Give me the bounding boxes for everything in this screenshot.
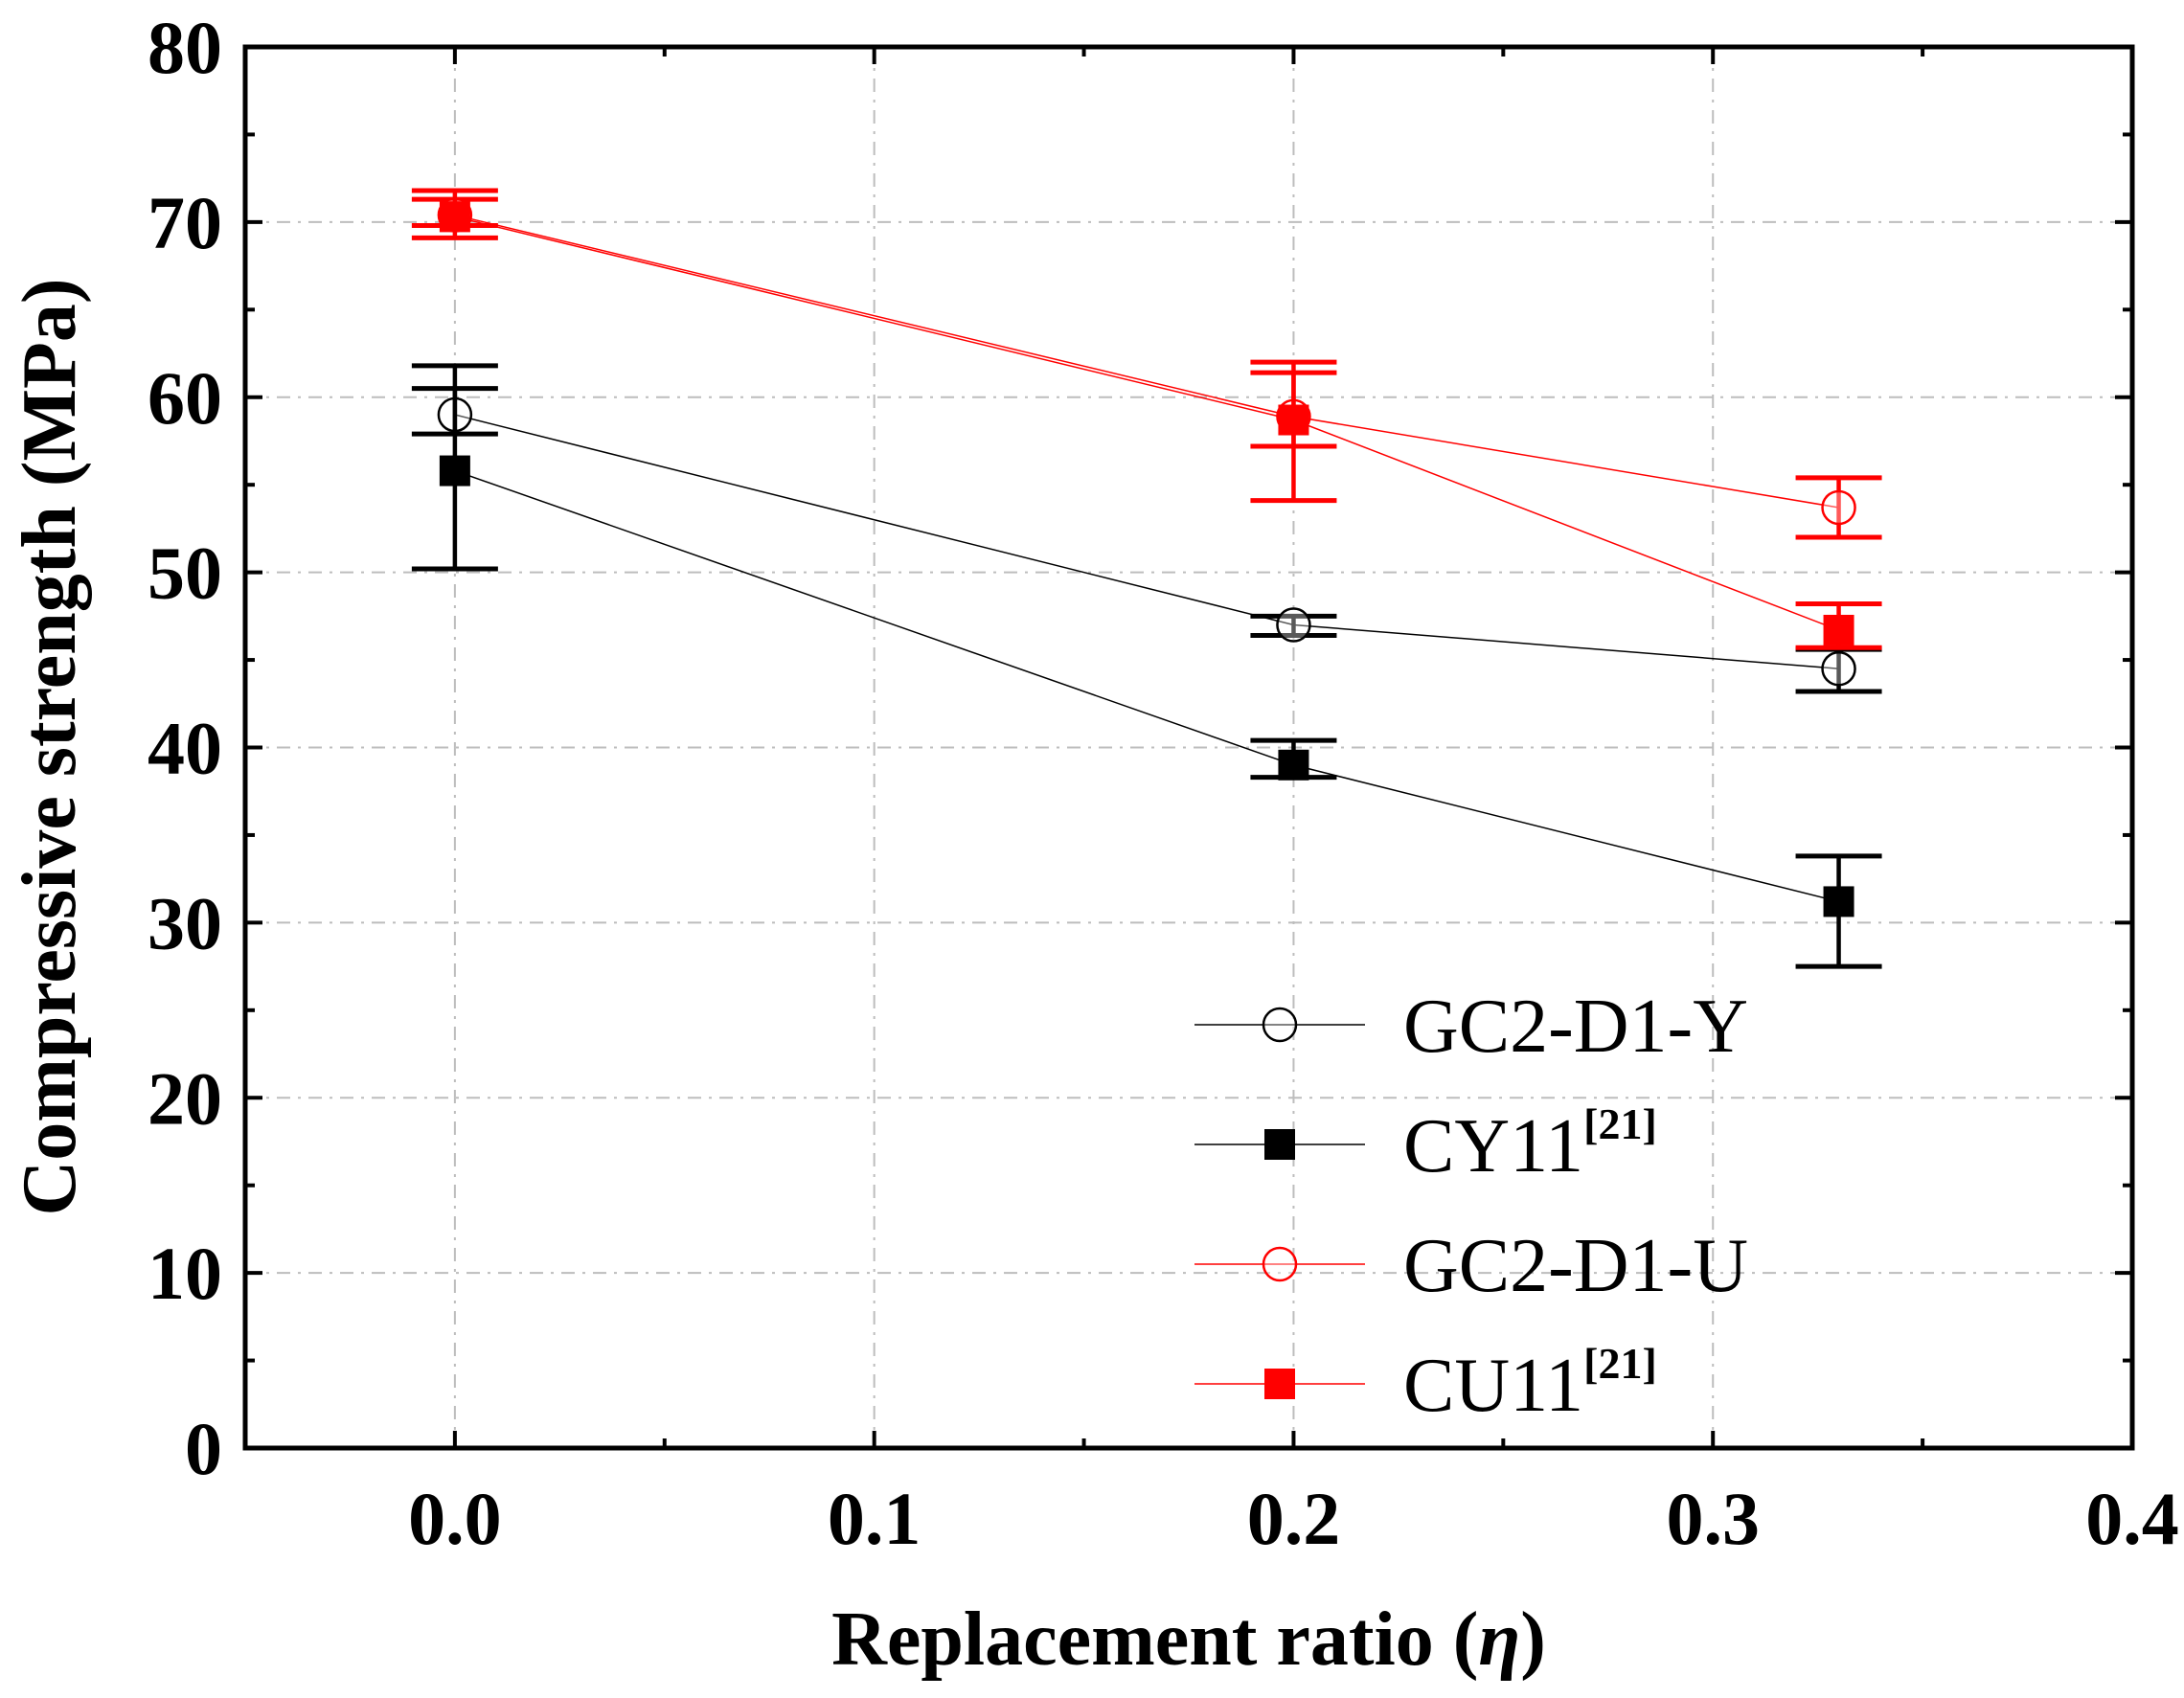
x-tick-label: 0.4 xyxy=(2085,1477,2179,1560)
data-series xyxy=(411,188,1882,969)
x-tick-label: 0.1 xyxy=(828,1477,921,1560)
series-gc2-d1-u xyxy=(411,196,1882,540)
legend-label-text: GC2-D1-U xyxy=(1403,1224,1748,1308)
y-tick-label: 30 xyxy=(148,881,222,964)
series-line xyxy=(454,414,1839,669)
y-tick-label: 40 xyxy=(148,707,222,790)
legend-marker xyxy=(1264,1129,1295,1160)
legend-entry: GC2-D1-U xyxy=(1194,1224,1748,1308)
grid-lines xyxy=(245,47,2132,1448)
legend-entry: CY11[21] xyxy=(1194,1099,1657,1189)
x-axis-title-close: ) xyxy=(1520,1597,1546,1682)
series-line xyxy=(454,469,1839,903)
series-cu11 xyxy=(411,188,1882,650)
legend-label-superscript: [21] xyxy=(1583,1099,1657,1148)
legend-marker xyxy=(1262,1246,1298,1282)
legend-entry: GC2-D1-Y xyxy=(1194,985,1748,1069)
y-tick-label: 50 xyxy=(148,532,222,615)
axis-ticks xyxy=(245,45,2134,1450)
x-axis-title: Replacement ratio (η) xyxy=(831,1597,1546,1682)
y-tick-labels: 0 10 20 30 40 50 60 70 80 xyxy=(148,6,222,1490)
y-tick-label: 0 xyxy=(185,1407,222,1490)
x-axis-symbol: η xyxy=(1478,1597,1520,1682)
data-point xyxy=(1276,607,1311,643)
legend-label-superscript: [21] xyxy=(1583,1339,1657,1388)
x-tick-label: 0.2 xyxy=(1247,1477,1341,1560)
legend-entry: CU11[21] xyxy=(1194,1339,1657,1428)
y-tick-label: 70 xyxy=(148,181,222,264)
x-tick-labels: 0.0 0.1 0.2 0.3 0.4 xyxy=(408,1477,2179,1560)
legend-label: GC2-D1-U xyxy=(1403,1224,1748,1308)
data-point xyxy=(1278,749,1309,781)
data-point xyxy=(439,455,470,487)
y-tick-label: 10 xyxy=(148,1232,222,1315)
data-point xyxy=(1821,489,1856,526)
legend-label: CU11[21] xyxy=(1403,1339,1657,1428)
data-point xyxy=(1823,614,1854,645)
x-axis-title-text: Replacement ratio ( xyxy=(831,1597,1478,1682)
legend-label: GC2-D1-Y xyxy=(1403,985,1748,1069)
data-point xyxy=(1823,886,1854,917)
series-gc2-d1-y xyxy=(411,363,1882,694)
series-line xyxy=(454,215,1839,631)
series-cy11 xyxy=(411,386,1882,969)
legend-label-text: CY11 xyxy=(1403,1104,1583,1189)
legend-label: CY11[21] xyxy=(1403,1099,1657,1189)
y-tick-label: 20 xyxy=(148,1056,222,1140)
legend-label-text: CU11 xyxy=(1403,1344,1583,1428)
y-axis-title: Compressive strength (MPa) xyxy=(8,278,92,1215)
x-tick-label: 0.3 xyxy=(1666,1477,1760,1560)
data-point xyxy=(439,201,470,233)
y-tick-label: 80 xyxy=(148,6,222,89)
data-point xyxy=(1821,650,1856,687)
y-tick-label: 60 xyxy=(148,356,222,440)
legend-label-text: GC2-D1-Y xyxy=(1403,985,1748,1069)
legend-marker xyxy=(1262,1007,1298,1043)
series-line xyxy=(454,214,1839,509)
legend-marker xyxy=(1264,1369,1295,1399)
x-tick-label: 0.0 xyxy=(408,1477,502,1560)
data-point xyxy=(1278,404,1309,436)
